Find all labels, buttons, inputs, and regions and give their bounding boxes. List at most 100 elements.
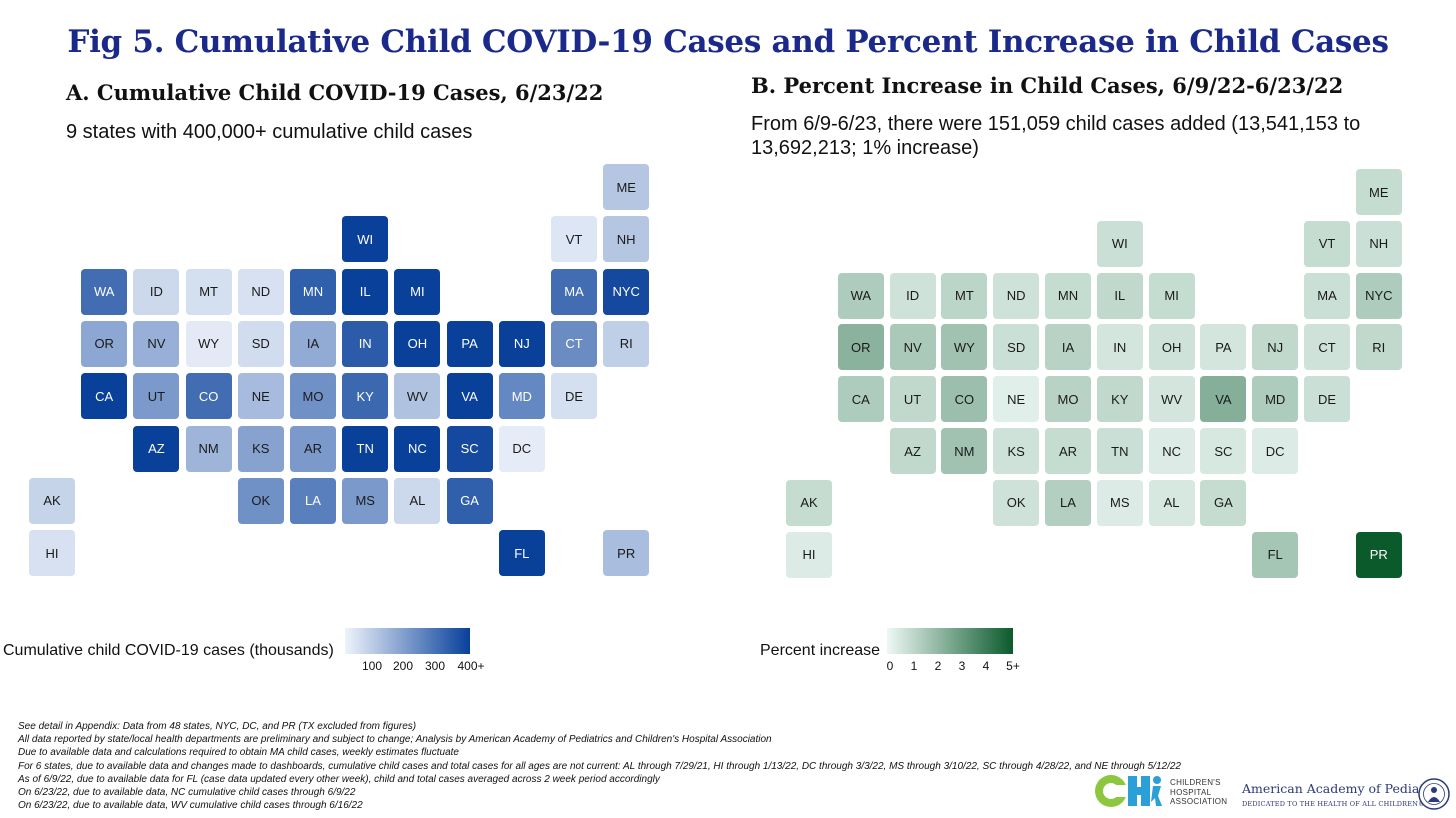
state-tile-il: IL [1096, 272, 1143, 319]
state-tile-id: ID [889, 272, 936, 319]
state-tile-label: SD [1007, 339, 1026, 355]
panel-a-subtitle: 9 states with 400,000+ cumulative child … [66, 121, 473, 143]
state-tile-label: MS [355, 493, 375, 509]
state-tile-label: DC [1265, 443, 1285, 459]
state-tile-ca: CA [81, 373, 128, 420]
state-tile-ar: AR [1045, 428, 1091, 474]
state-tile-label: WY [198, 336, 220, 352]
legend-tick-label: 0 [886, 659, 894, 673]
state-tile-ak: AK [786, 479, 832, 526]
state-tile-ri: RI [603, 320, 650, 367]
state-tile-label: MN [1057, 288, 1079, 304]
state-tile-label: AR [303, 441, 323, 456]
state-tile-label: OH [1161, 339, 1182, 355]
state-tile-or: OR [837, 324, 884, 371]
legend-a-colorbar [345, 628, 470, 654]
legend-tick-label: 1 [910, 659, 918, 673]
state-tile-label: MS [1110, 495, 1130, 511]
state-tile-id: ID [133, 268, 180, 315]
state-tile-label: ID [906, 288, 920, 304]
state-tile-ar: AR [290, 425, 336, 472]
legend-tick-label: 400+ [457, 659, 485, 673]
state-tile-nh: NH [603, 216, 650, 263]
state-tile-label: MT [199, 284, 218, 300]
state-tile-ks: KS [237, 425, 284, 472]
aap-logo: American Academy of Pediatrics DEDICATED… [1240, 778, 1454, 814]
state-tile-label: NYC [612, 284, 640, 300]
aap-tagline: DEDICATED TO THE HEALTH OF ALL CHILDREN® [1242, 800, 1425, 808]
state-tile-sc: SC [446, 425, 493, 472]
state-tile-pa: PA [1200, 324, 1247, 371]
footnote: Due to available data and calculations r… [18, 747, 459, 759]
state-tile-label: WV [1161, 391, 1183, 407]
state-tile-label: NV [147, 336, 166, 352]
state-tile-wi: WI [1096, 220, 1143, 267]
state-tile-label: LA [305, 493, 321, 509]
state-tile-label: KY [1111, 391, 1129, 407]
state-tile-label: NH [616, 231, 636, 247]
state-tile-label: MA [1317, 288, 1337, 304]
footnote: As of 6/9/22, due to available data for … [18, 773, 660, 785]
state-tile-label: CO [954, 391, 975, 407]
state-tile-ct: CT [551, 320, 597, 367]
state-tile-label: VA [461, 388, 478, 404]
state-tile-co: CO [941, 376, 988, 423]
state-tile-ut: UT [889, 376, 936, 423]
state-tile-label: HI [45, 545, 59, 561]
state-tile-nj: NJ [1252, 324, 1299, 371]
state-tile-nd: ND [237, 268, 284, 315]
state-tile-mi: MI [1148, 272, 1195, 319]
cha-logo-line: HOSPITAL [1170, 787, 1212, 797]
state-tile-nj: NJ [498, 320, 545, 367]
state-tile-nyc: NYC [1355, 272, 1402, 319]
state-tile-nc: NC [394, 425, 441, 472]
state-tile-la: LA [1045, 479, 1091, 526]
state-tile-label: HI [802, 547, 816, 563]
legend-tick-label: 3 [958, 659, 966, 673]
footnote: On 6/23/22, due to available data, NC cu… [18, 787, 356, 799]
state-tile-label: IN [358, 336, 372, 352]
footnote: For 6 states, due to available data and … [18, 760, 1181, 772]
state-tile-label: NC [408, 441, 427, 456]
state-tile-label: IL [359, 284, 371, 300]
state-tile-label: NJ [1267, 339, 1284, 355]
page-title: Fig 5. Cumulative Child COVID-19 Cases a… [67, 24, 1389, 60]
state-tile-label: VA [1215, 391, 1232, 407]
state-tile-label: MI [1164, 288, 1179, 304]
state-tile-pr: PR [1355, 531, 1402, 578]
state-tile-label: OK [251, 493, 271, 509]
state-tile-label: NV [903, 339, 922, 355]
state-tile-label: WY [953, 339, 975, 355]
state-tile-label: ID [149, 284, 163, 300]
legend-tick-label: 200 [392, 659, 414, 673]
state-tile-label: AR [1058, 443, 1078, 459]
state-tile-label: CO [198, 388, 219, 404]
state-tile-label: SD [251, 336, 270, 352]
state-tile-label: OR [851, 339, 871, 355]
state-tile-label: NE [251, 388, 270, 404]
state-tile-de: DE [1304, 376, 1350, 423]
state-tile-label: WA [850, 288, 872, 304]
cha-logo-line: ASSOCIATION [1170, 797, 1228, 806]
state-tile-pr: PR [603, 530, 650, 577]
state-tile-label: RI [1372, 339, 1386, 355]
state-tile-label: FL [1267, 547, 1283, 563]
state-tile-pa: PA [446, 320, 493, 367]
state-tile-va: VA [446, 373, 493, 420]
state-tile-ne: NE [993, 376, 1040, 423]
state-tile-label: NH [1369, 236, 1389, 252]
state-tile-label: WI [1111, 236, 1128, 252]
legend-tick-label: 5+ [1006, 659, 1020, 673]
state-tile-label: ME [1369, 184, 1389, 200]
aap-seal-icon [1418, 778, 1450, 810]
legend-tick-label: 300 [424, 659, 446, 673]
state-tile-fl: FL [498, 530, 545, 577]
state-tile-label: AL [1163, 495, 1180, 511]
state-tile-label: NM [198, 441, 219, 456]
state-tile-label: DC [512, 441, 532, 456]
state-tile-label: CT [565, 336, 583, 352]
state-tile-label: MI [410, 284, 425, 300]
state-tile-label: IA [306, 336, 320, 352]
state-tile-label: SC [1214, 443, 1233, 459]
state-tile-ky: KY [1096, 376, 1143, 423]
